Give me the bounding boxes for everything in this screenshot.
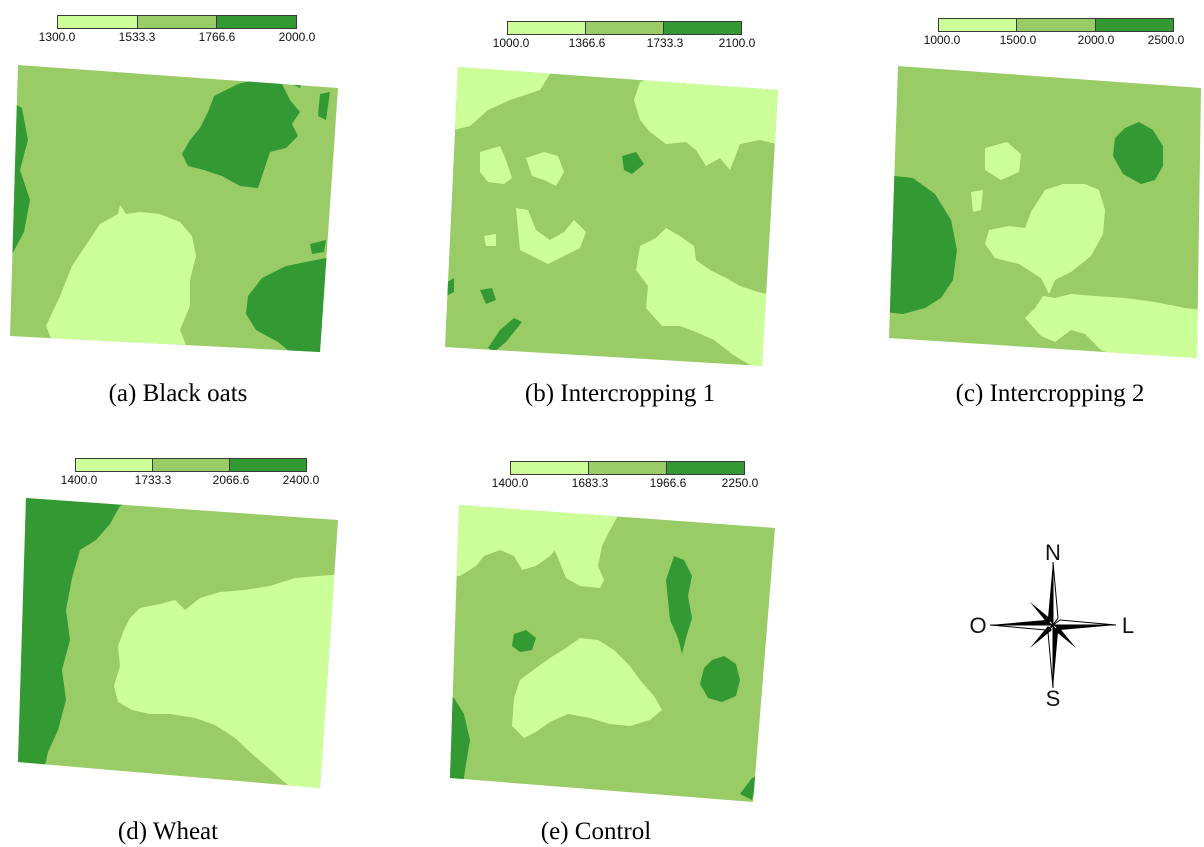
zone-high bbox=[182, 78, 300, 188]
zone-high bbox=[10, 95, 30, 262]
zone-low bbox=[971, 190, 983, 212]
zone-low bbox=[480, 146, 512, 184]
caption-intercropping-1: (b) Intercropping 1 bbox=[524, 380, 716, 407]
legend-class-high bbox=[216, 16, 297, 28]
legend-tick: 1400.0 bbox=[491, 476, 529, 490]
zone-high bbox=[488, 318, 522, 352]
legend-tick: 1400.0 bbox=[60, 473, 98, 487]
zone-high bbox=[480, 288, 496, 304]
legend-tick: 2100.0 bbox=[718, 36, 756, 50]
legend-tick: 1500.0 bbox=[999, 33, 1037, 47]
zone-low bbox=[1025, 294, 1201, 358]
legend-color-bar bbox=[57, 15, 297, 29]
zone-high bbox=[310, 240, 326, 254]
legend-class-mid bbox=[1016, 19, 1095, 31]
legend-tick: 2250.0 bbox=[721, 476, 759, 490]
zone-low bbox=[512, 638, 662, 738]
zone-low bbox=[445, 67, 560, 130]
zone-high bbox=[700, 656, 740, 702]
legend-tick: 2000.0 bbox=[278, 30, 316, 44]
legend-tick: 1000.0 bbox=[492, 36, 530, 50]
compass-west-label: O bbox=[969, 613, 986, 638]
compass-north-label: N bbox=[1045, 540, 1061, 565]
legend-color-bar bbox=[75, 458, 307, 472]
zone-low bbox=[516, 208, 586, 264]
zone-high bbox=[1113, 122, 1163, 184]
legend-tick: 1683.3 bbox=[571, 476, 609, 490]
zone-high bbox=[290, 65, 306, 88]
zone-low bbox=[526, 152, 564, 186]
zone-high bbox=[18, 498, 150, 780]
legend-tick: 1000.0 bbox=[923, 33, 961, 47]
caption-black-oats: (a) Black oats bbox=[108, 380, 248, 407]
zone-high bbox=[666, 556, 692, 654]
legend-class-mid bbox=[136, 16, 217, 28]
caption-control: (e) Control bbox=[540, 818, 652, 845]
legend-color-bar bbox=[938, 18, 1174, 32]
zone-high bbox=[512, 630, 536, 652]
legend-tick: 2066.6 bbox=[212, 473, 250, 487]
zone-low bbox=[46, 205, 196, 352]
legend-class-mid bbox=[585, 22, 663, 34]
map-intercropping-2 bbox=[889, 66, 1201, 358]
zone-high bbox=[740, 776, 758, 800]
legend-class-low bbox=[508, 22, 585, 34]
legend-class-low bbox=[939, 19, 1017, 31]
legend-tick: 1966.6 bbox=[649, 476, 687, 490]
legend-class-mid bbox=[588, 462, 666, 474]
legend-class-low bbox=[511, 462, 588, 474]
zone-high bbox=[318, 92, 330, 120]
legend-class-high bbox=[229, 459, 306, 471]
map-wheat bbox=[18, 498, 338, 788]
legend-tick: 1533.3 bbox=[118, 30, 156, 44]
zone-low bbox=[114, 574, 338, 788]
legend-color-bar bbox=[510, 461, 745, 475]
legend-tick: 1766.6 bbox=[198, 30, 236, 44]
zone-low bbox=[634, 74, 778, 170]
legend-color-bar bbox=[507, 21, 742, 35]
legend-class-high bbox=[1094, 19, 1173, 31]
compass-east-label: L bbox=[1122, 613, 1134, 638]
legend-tick: 2500.0 bbox=[1147, 33, 1185, 47]
compass-star-icon bbox=[989, 561, 1117, 689]
zone-low bbox=[636, 228, 778, 366]
legend-class-low bbox=[58, 16, 137, 28]
legend-class-high bbox=[663, 22, 741, 34]
zone-high bbox=[296, 268, 306, 276]
caption-wheat: (d) Wheat bbox=[117, 818, 219, 845]
caption-intercropping-2: (c) Intercropping 2 bbox=[955, 380, 1145, 407]
legend-class-low bbox=[76, 459, 152, 471]
zone-high bbox=[889, 175, 957, 314]
legend-class-high bbox=[666, 462, 744, 474]
legend-tick: 2000.0 bbox=[1077, 33, 1115, 47]
zone-low bbox=[484, 234, 496, 246]
legend-tick: 1733.3 bbox=[646, 36, 684, 50]
zone-low bbox=[985, 184, 1105, 294]
map-intercropping-1 bbox=[445, 67, 778, 366]
zone-low bbox=[985, 142, 1021, 180]
zone-low bbox=[550, 505, 620, 588]
zone-high bbox=[450, 696, 470, 790]
legend-class-mid bbox=[152, 459, 229, 471]
legend-tick: 2400.0 bbox=[282, 473, 320, 487]
compass-rose: N S L O bbox=[969, 540, 1134, 710]
compass-south-label: S bbox=[1046, 686, 1061, 710]
map-black-oats bbox=[10, 65, 338, 352]
legend-tick: 1366.6 bbox=[568, 36, 606, 50]
legend-tick: 1733.3 bbox=[134, 473, 172, 487]
zone-high bbox=[622, 152, 644, 174]
zone-high bbox=[246, 256, 338, 352]
map-control bbox=[450, 505, 775, 802]
legend-tick: 1300.0 bbox=[38, 30, 76, 44]
